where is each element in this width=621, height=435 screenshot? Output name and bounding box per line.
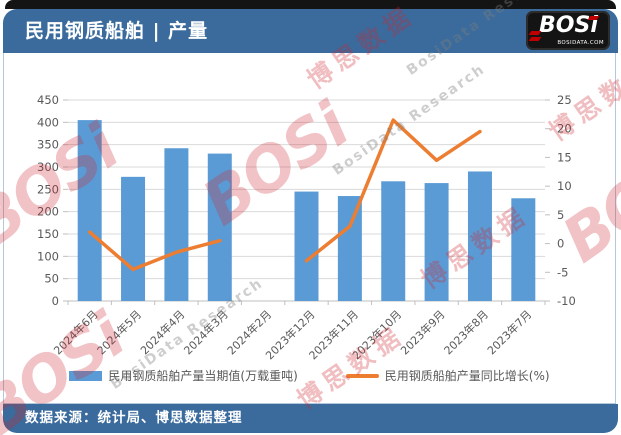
legend-line-label: 民用钢质船舶产量同比增长(%) <box>384 369 550 383</box>
y-axis-right-labels: -10 -5 0 5 10 15 20 25 <box>557 93 576 308</box>
svg-text:10: 10 <box>557 179 572 193</box>
legend-item-bars: 民用钢质船舶产量当期值(万载重吨) <box>69 367 298 384</box>
svg-text:2023年7月: 2023年7月 <box>484 307 534 357</box>
svg-text:2024年6月: 2024年6月 <box>51 307 101 357</box>
svg-text:250: 250 <box>37 182 59 196</box>
svg-text:0: 0 <box>557 237 564 251</box>
svg-text:400: 400 <box>37 115 59 129</box>
combo-chart: 0 50 100 150 200 250 300 350 400 450 -10 -5 0 5 10 15 20… <box>37 93 576 362</box>
svg-text:5: 5 <box>557 208 564 222</box>
bosi-logo: BOSi BOSIDATA.COM <box>526 11 610 50</box>
bars-series <box>77 120 536 301</box>
data-source-text: 数据来源：统计局、博思数据整理 <box>25 410 243 426</box>
x-axis-ticks <box>67 301 546 305</box>
svg-text:2023年9月: 2023年9月 <box>398 307 448 357</box>
svg-text:20: 20 <box>557 122 572 136</box>
line-series <box>87 118 482 272</box>
svg-text:450: 450 <box>37 93 59 107</box>
page-title: 民用钢质船舶 | 产量 <box>25 20 209 42</box>
bosi-logo-subtext: BOSIDATA.COM <box>557 40 604 46</box>
logo-red-stripe-icon <box>528 37 542 41</box>
svg-text:-10: -10 <box>557 294 576 308</box>
x-axis-labels: 2024年6月2024年5月2024年4月2024年3月2024年2月2023年… <box>51 307 535 362</box>
svg-text:2024年5月: 2024年5月 <box>94 307 144 357</box>
legend-item-line: 民用钢质船舶产量同比增长(%) <box>345 367 550 384</box>
svg-text:2024年4月: 2024年4月 <box>137 307 187 357</box>
svg-text:350: 350 <box>37 138 59 152</box>
svg-text:300: 300 <box>37 160 59 174</box>
svg-text:0: 0 <box>52 294 59 308</box>
chart-legend: 民用钢质船舶产量当期值(万载重吨) 民用钢质船舶产量同比增长(%) <box>4 367 615 384</box>
bar-series-swatch-icon <box>69 370 103 381</box>
svg-text:50: 50 <box>44 272 59 286</box>
y-axis-left-labels: 0 50 100 150 200 250 300 350 400 450 <box>37 93 59 308</box>
svg-text:25: 25 <box>557 93 572 107</box>
chart-area: 0 50 100 150 200 250 300 350 400 450 -10 -5 0 5 10 15 20… <box>3 53 616 404</box>
svg-text:150: 150 <box>37 227 59 241</box>
top-black-strip <box>5 0 616 9</box>
svg-text:2023年8月: 2023年8月 <box>441 307 491 357</box>
svg-text:100: 100 <box>37 249 59 263</box>
source-bar: 数据来源：统计局、博思数据整理 <box>3 404 618 433</box>
line-series-swatch-icon <box>345 373 379 378</box>
legend-bars-label: 民用钢质船舶产量当期值(万载重吨) <box>108 369 298 383</box>
svg-text:-5: -5 <box>557 265 568 279</box>
svg-text:15: 15 <box>557 150 572 164</box>
title-bar: 民用钢质船舶 | 产量 BOSi BOSIDATA.COM <box>3 9 618 53</box>
svg-text:200: 200 <box>37 205 59 219</box>
svg-text:2024年3月: 2024年3月 <box>181 307 231 357</box>
